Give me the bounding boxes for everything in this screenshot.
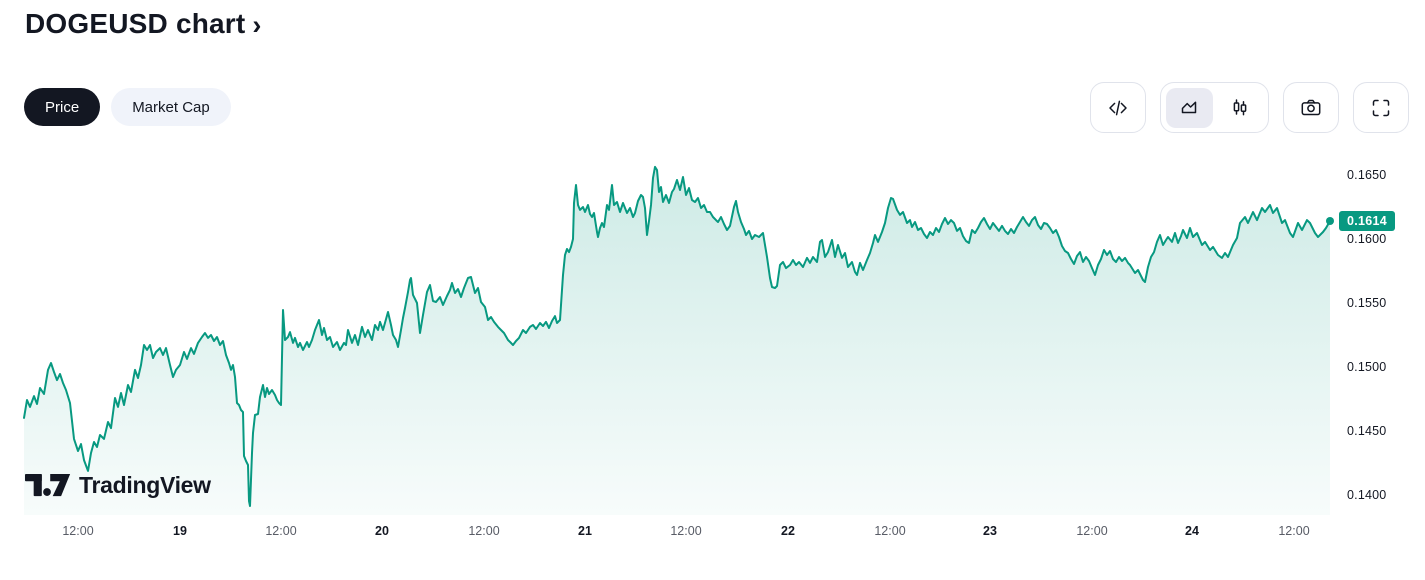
- chart-toolbar: [1090, 82, 1409, 133]
- tradingview-watermark[interactable]: TradingView: [25, 472, 211, 499]
- y-axis-label: 0.1400: [1347, 488, 1387, 502]
- x-axis-label: 12:00: [1076, 524, 1108, 538]
- y-axis-label: 0.1450: [1347, 424, 1387, 438]
- y-axis-label: 0.1500: [1347, 360, 1387, 374]
- x-axis-label: 12:00: [670, 524, 702, 538]
- x-axis-label: 12:00: [468, 524, 500, 538]
- candles-chart-type-button[interactable]: [1216, 88, 1263, 128]
- code-icon: [1109, 100, 1127, 115]
- price-area-fill: [24, 166, 1330, 515]
- x-axis-label: 24: [1185, 524, 1199, 538]
- y-axis-label: 0.1650: [1347, 168, 1387, 182]
- x-axis-label: 12:00: [62, 524, 94, 538]
- last-price-dot: [1326, 217, 1334, 225]
- camera-icon: [1301, 99, 1321, 115]
- x-axis-label: 12:00: [874, 524, 906, 538]
- market-cap-toggle[interactable]: Market Cap: [111, 88, 231, 126]
- chart-type-switch: [1160, 82, 1269, 133]
- x-axis-label: 22: [781, 524, 795, 538]
- area-chart-type-button[interactable]: [1166, 87, 1213, 128]
- symbol-chart-link[interactable]: DOGEUSD chart ›: [25, 8, 261, 40]
- y-axis-label: 0.1600: [1347, 232, 1387, 246]
- last-price-badge: 0.1614: [1339, 211, 1396, 231]
- x-axis-label: 12:00: [1278, 524, 1310, 538]
- y-axis-label: 0.1550: [1347, 296, 1387, 310]
- screenshot-button[interactable]: [1283, 82, 1339, 133]
- x-axis-label: 19: [173, 524, 187, 538]
- x-axis-label: 21: [578, 524, 592, 538]
- embed-code-button[interactable]: [1090, 82, 1146, 133]
- fullscreen-icon: [1372, 99, 1390, 116]
- x-axis-label: 20: [375, 524, 389, 538]
- fullscreen-button[interactable]: [1353, 82, 1409, 133]
- area-chart-icon: [1181, 101, 1196, 113]
- x-axis-label: 12:00: [265, 524, 297, 538]
- chart-mode-toggle: Price Market Cap: [24, 88, 231, 126]
- tradingview-logo-icon: [25, 474, 71, 497]
- price-toggle[interactable]: Price: [24, 88, 101, 126]
- x-axis-label: 23: [983, 524, 997, 538]
- chevron-right-icon: ›: [252, 10, 262, 40]
- tradingview-brand-text: TradingView: [79, 472, 211, 498]
- page-title: DOGEUSD chart: [25, 8, 246, 39]
- price-line: [23, 165, 1331, 507]
- candles-icon: [1233, 98, 1246, 115]
